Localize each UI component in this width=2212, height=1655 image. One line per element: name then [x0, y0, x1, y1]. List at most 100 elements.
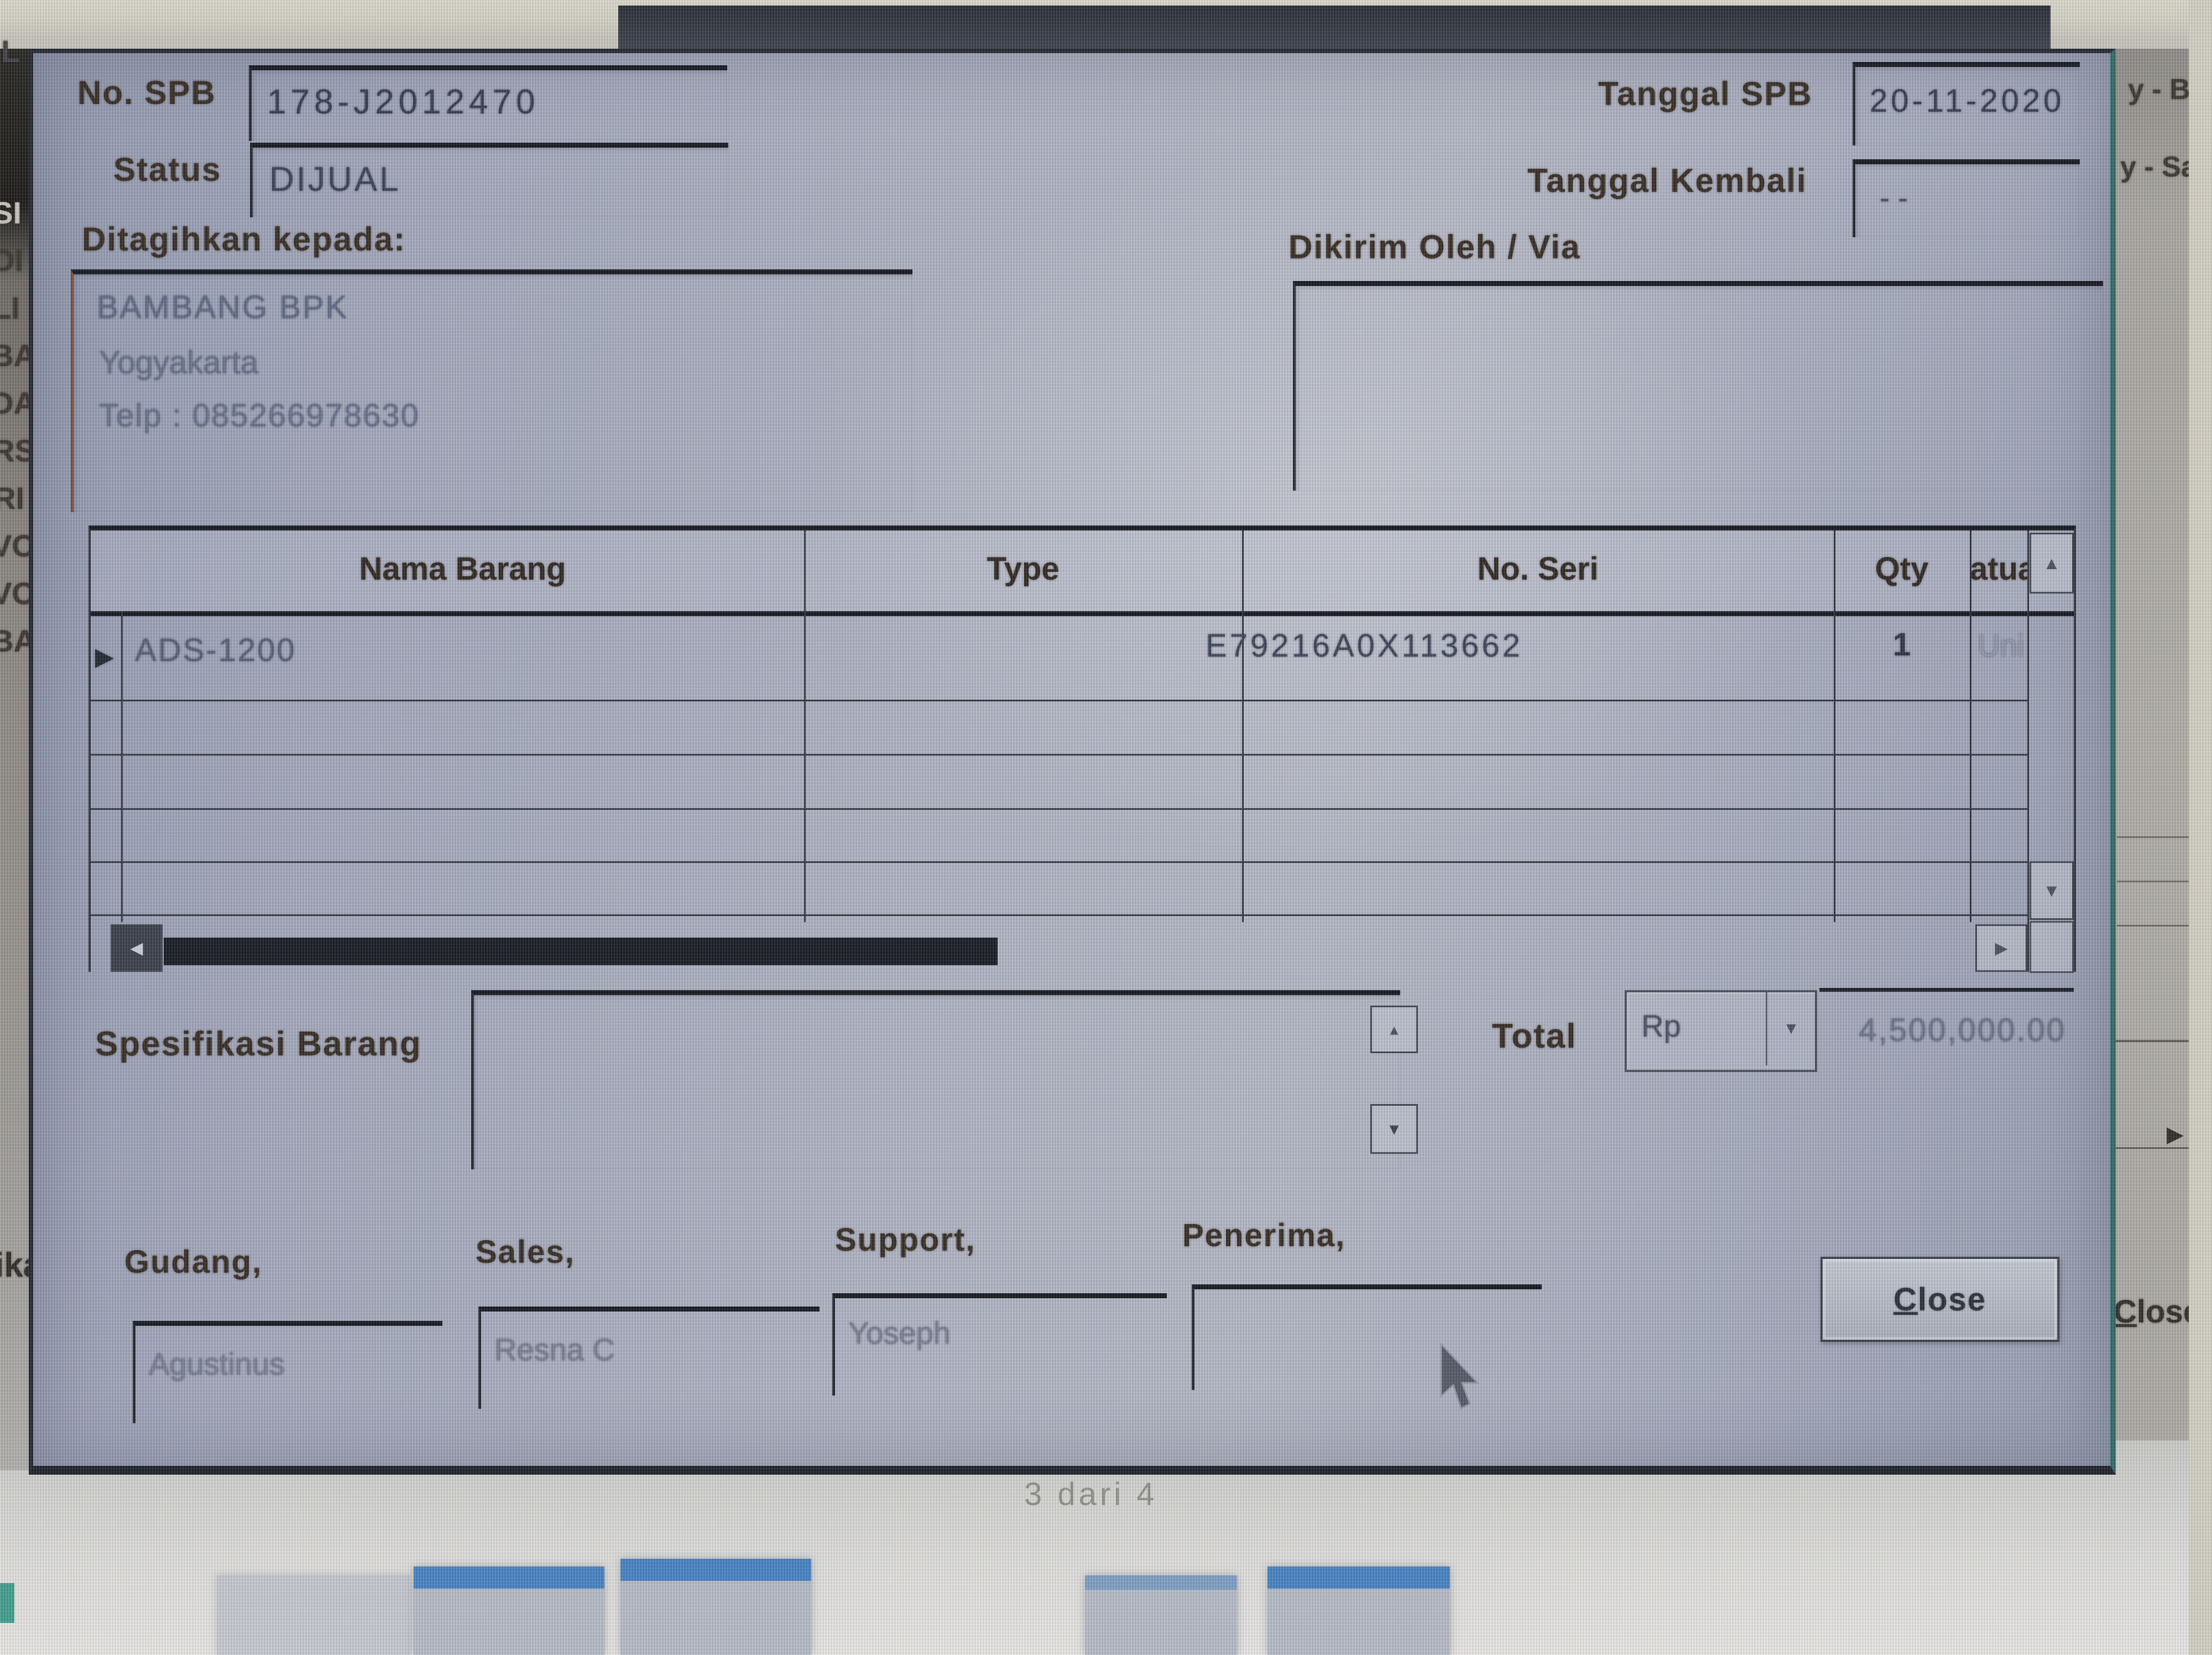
right-strip-line	[2117, 836, 2189, 838]
tanggal-kembali-label: Tanggal Kembali	[1527, 162, 1807, 199]
signature-penerima-field[interactable]	[1192, 1284, 1542, 1390]
signature-gudang-name: Agustinus	[149, 1346, 285, 1381]
table-hscroll-left-button[interactable]: ◀	[111, 924, 163, 972]
tanggal-spb-value: 20-11-2020	[1870, 83, 2065, 119]
right-strip-line	[2111, 1040, 2189, 1042]
currency-dropdown-button[interactable]: ▼	[1766, 992, 1815, 1065]
billed-to-line: Yogyakarta	[99, 345, 259, 381]
table-column-separator	[804, 530, 806, 922]
no-spb-input[interactable]: 178-J2012470	[249, 65, 727, 141]
billed-to-line: Telp : 085266978630	[99, 398, 420, 434]
table-hscroll-thumb[interactable]	[164, 938, 998, 965]
tanggal-spb-label: Tanggal SPB	[1598, 75, 1813, 112]
signature-penerima-label: Penerima,	[1182, 1217, 1346, 1253]
right-arrow-icon: ▶	[1995, 939, 2008, 957]
shipped-by-box[interactable]	[1293, 281, 2103, 491]
right-strip-line	[2111, 1147, 2189, 1149]
column-header-qty[interactable]: Qty	[1875, 551, 1929, 587]
underlying-window-top-edge	[618, 6, 2051, 49]
table-grid-line	[91, 754, 2027, 756]
signature-support-label: Support,	[835, 1222, 976, 1258]
left-arrow-icon: ◀	[130, 939, 143, 957]
right-fragment-text: y - B	[2128, 74, 2189, 106]
table-column-separator	[121, 611, 123, 922]
table-vscroll-up-button[interactable]: ▲	[2030, 533, 2074, 594]
close-button[interactable]: Close	[1820, 1257, 2059, 1342]
background-close-label[interactable]: Close	[2114, 1294, 2189, 1330]
down-arrow-icon: ▼	[2043, 880, 2060, 901]
status-label: Status	[113, 151, 222, 188]
signature-sales-name: Resna C	[494, 1332, 615, 1367]
cell-satuan: Uni	[1978, 628, 2025, 663]
signature-support-name: Yoseph	[848, 1315, 951, 1350]
left-fragment: LI	[0, 290, 20, 325]
signature-gudang-field[interactable]: Agustinus	[133, 1321, 442, 1423]
table-vscroll-corner	[2030, 921, 2074, 973]
cell-nama-barang: ADS-1200	[135, 632, 296, 668]
page-thumbnail[interactable]	[1267, 1566, 1450, 1655]
underlying-window-left-strip	[0, 49, 29, 1470]
table-column-separator	[2027, 530, 2029, 972]
table-grid-line	[91, 700, 2027, 701]
tanggal-kembali-input[interactable]: - -	[1853, 159, 2080, 237]
left-fragment: SI	[0, 195, 22, 230]
table-hscroll-right-button[interactable]: ▶	[1975, 924, 2027, 972]
up-arrow-icon: ▲	[2043, 553, 2060, 573]
shipped-by-label: Dikirim Oleh / Via	[1288, 228, 1581, 266]
signature-sales-label: Sales,	[476, 1234, 575, 1270]
table-vscroll-down-button[interactable]: ▼	[2030, 861, 2074, 920]
right-fragment-text: y - Sa	[2120, 151, 2189, 183]
billed-to-box[interactable]: BAMBANG BPK Yogyakarta Telp : 0852669786…	[71, 269, 912, 512]
pager-text: 3 dari 4	[1024, 1476, 1158, 1512]
mouse-cursor-icon	[1440, 1343, 1480, 1410]
thumbnail-header-bar	[1085, 1575, 1237, 1590]
table-grid-line	[91, 808, 2027, 810]
spb-form-dialog: No. SPB 178-J2012470 Tanggal SPB 20-11-2…	[29, 49, 2116, 1475]
tanggal-kembali-value: - -	[1880, 181, 1908, 215]
table-row[interactable]: ▶ ADS-1200 E79216A0X113662 1 Uni	[91, 616, 2027, 699]
signature-gudang-label: Gudang,	[124, 1244, 263, 1280]
page-thumbnail[interactable]	[217, 1575, 410, 1655]
currency-value: Rp	[1641, 1008, 1681, 1043]
signature-support-field[interactable]: Yoseph	[832, 1293, 1167, 1396]
spesifikasi-textarea[interactable]	[471, 990, 1400, 1169]
column-header-no-seri[interactable]: No. Seri	[1477, 551, 1599, 587]
page-thumbnail[interactable]	[414, 1566, 604, 1655]
spesifikasi-label: Spesifikasi Barang	[95, 1025, 422, 1063]
spesifikasi-scroll-up-button[interactable]: ▴	[1370, 1006, 1418, 1053]
column-header-satuan[interactable]: atua	[1970, 551, 2027, 587]
row-marker-icon: ▶	[95, 643, 114, 670]
page-thumbnail[interactable]	[1085, 1575, 1237, 1655]
spinner-down-icon: ▾	[1389, 1118, 1399, 1139]
table-header-row	[91, 530, 2074, 616]
cell-qty: 1	[1892, 627, 1911, 663]
table-column-separator	[1834, 530, 1835, 922]
table-column-separator	[1242, 530, 1244, 922]
dropdown-arrow-icon: ▼	[1783, 1019, 1799, 1038]
column-header-type[interactable]: Type	[987, 551, 1060, 587]
left-fragment: RI	[0, 481, 24, 516]
items-table: Nama Barang Type No. Seri Qty atua ▶ ADS…	[88, 525, 2076, 973]
no-spb-label: No. SPB	[77, 74, 216, 111]
status-value: DIJUAL	[269, 160, 401, 199]
status-input[interactable]: DIJUAL	[250, 143, 728, 217]
table-grid-line	[91, 914, 2027, 916]
left-fragment: L	[1, 34, 20, 69]
total-value: 4,500,000.00	[1859, 1012, 2066, 1048]
column-header-nama-barang[interactable]: Nama Barang	[359, 551, 566, 587]
thumbnail-header-bar	[414, 1566, 604, 1589]
photo-right-edge	[2189, 0, 2212, 1655]
signature-sales-field[interactable]: Resna C	[478, 1307, 820, 1409]
currency-combobox[interactable]: Rp ▼	[1625, 990, 1817, 1072]
right-scroll-arrow-icon[interactable]: ▶	[2167, 1122, 2184, 1147]
tanggal-spb-input[interactable]: 20-11-2020	[1853, 62, 2080, 145]
cell-no-seri: E79216A0X113662	[1206, 628, 1523, 664]
right-strip-line	[2117, 925, 2189, 927]
left-teal-mark	[0, 1583, 14, 1623]
thumbnail-header-bar	[620, 1559, 811, 1581]
page-thumbnail[interactable]	[620, 1559, 811, 1655]
spesifikasi-scroll-down-button[interactable]: ▾	[1370, 1104, 1418, 1154]
table-grid-line	[91, 861, 2027, 863]
total-value-box: 4,500,000.00	[1819, 988, 2074, 1069]
